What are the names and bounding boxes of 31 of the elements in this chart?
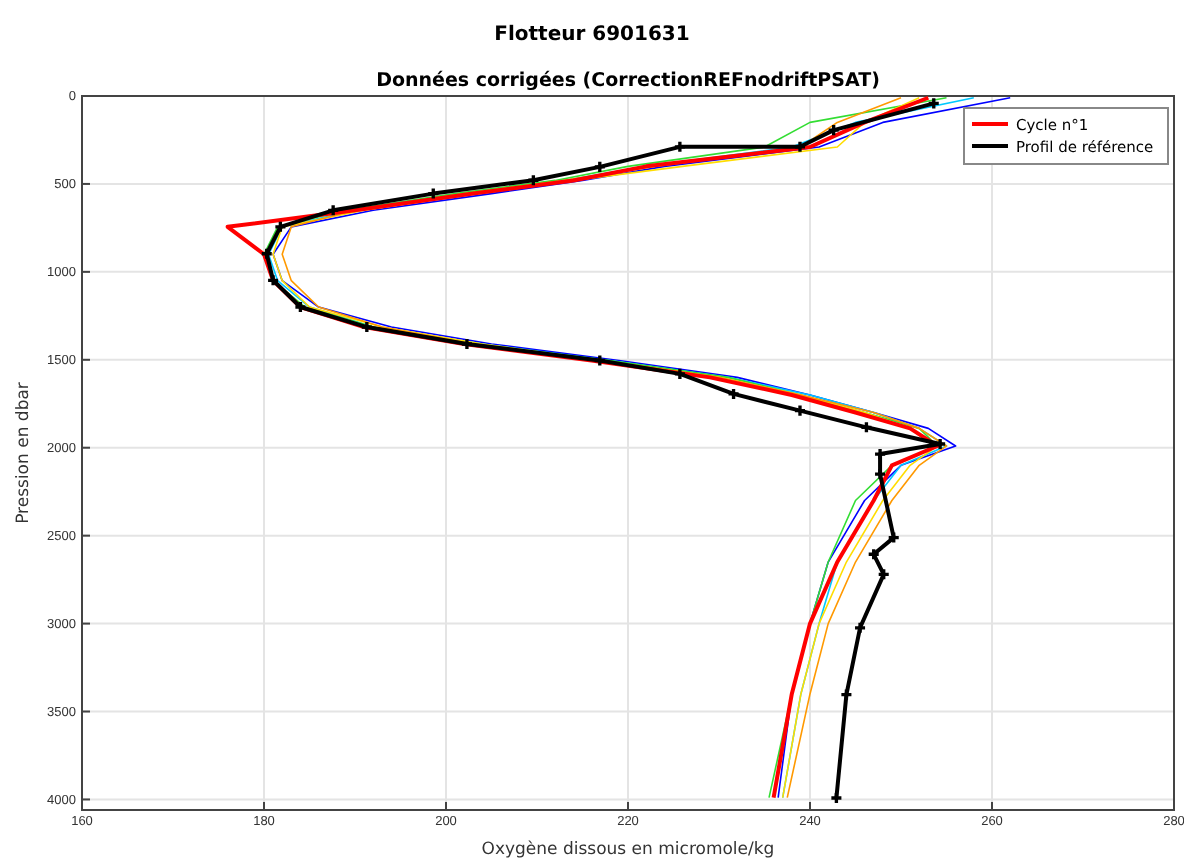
point xyxy=(594,161,605,172)
point xyxy=(528,175,539,186)
point xyxy=(878,569,889,580)
point xyxy=(828,125,839,136)
point xyxy=(875,469,886,480)
point xyxy=(261,248,272,259)
point xyxy=(928,98,939,109)
point xyxy=(841,689,852,700)
y-axis-title: Pression en dbar xyxy=(14,381,34,524)
point xyxy=(268,275,279,286)
point xyxy=(868,549,879,560)
point xyxy=(428,188,439,199)
chart-subtitle: Données corrigées (CorrectionREFnodriftPSAT) xyxy=(376,70,880,92)
point xyxy=(794,141,806,152)
point xyxy=(328,205,339,216)
point xyxy=(361,322,372,333)
x-axis-title: Oxygène dissous en micromole/kg xyxy=(481,840,775,860)
point xyxy=(728,388,739,399)
point xyxy=(295,302,306,313)
point xyxy=(861,422,872,433)
point xyxy=(794,405,806,416)
point xyxy=(875,449,886,460)
point xyxy=(855,622,866,633)
point xyxy=(831,793,842,804)
point xyxy=(888,532,899,543)
point xyxy=(674,368,685,379)
point xyxy=(461,338,472,349)
point xyxy=(674,141,685,152)
point xyxy=(594,355,605,366)
point xyxy=(275,221,286,232)
chart-title: Flotteur 6901631 xyxy=(494,24,690,46)
